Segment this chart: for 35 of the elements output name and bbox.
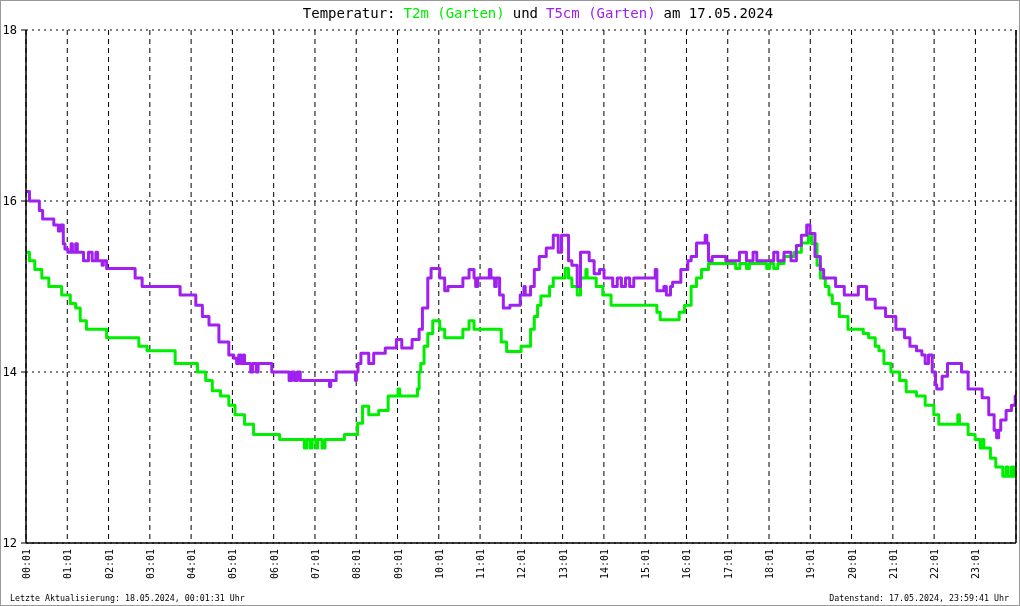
- text: T5cm (Garten): [546, 5, 656, 21]
- text: T2m (Garten): [403, 5, 505, 21]
- x-tick-label: 14:01: [598, 549, 610, 580]
- x-tick-label: 03:01: [144, 549, 156, 580]
- x-tick-label: 19:01: [804, 549, 816, 580]
- x-tick-label: 18:01: [763, 549, 775, 580]
- x-tick-label: 06:01: [268, 549, 280, 580]
- x-tick-label: 15:01: [639, 549, 651, 580]
- x-tick-label: 23:01: [969, 549, 981, 580]
- x-tick-label: 10:01: [433, 549, 445, 580]
- text: Letzte Aktualisierung: 18.05.2024, 00:01:31 Uhr: [10, 593, 245, 603]
- x-tick-label: 21:01: [887, 549, 899, 580]
- x-tick-label: 16:01: [680, 549, 692, 580]
- y-tick-label: 14: [2, 365, 17, 379]
- x-tick-label: 13:01: [557, 549, 569, 580]
- x-tick-label: 07:01: [309, 549, 321, 580]
- x-tick-label: 02:01: [103, 549, 115, 580]
- x-tick-label: 11:01: [474, 549, 486, 580]
- x-tick-label: 01:01: [61, 549, 73, 580]
- y-tick-label: 18: [2, 23, 17, 37]
- y-tick-label: 12: [2, 536, 17, 550]
- y-tick-label: 16: [2, 194, 17, 208]
- chart-subtitle: am 17.05.2024: [663, 5, 774, 21]
- x-tick-label: 09:01: [392, 549, 404, 580]
- x-tick-label: 00:01: [20, 549, 32, 580]
- x-tick-label: 04:01: [185, 549, 197, 580]
- text: Datenstand: 17.05.2024, 23:59:41 Uhr: [829, 593, 1009, 603]
- x-tick-label: 20:01: [846, 549, 858, 580]
- text: und: [512, 5, 538, 21]
- x-tick-label: 12:01: [515, 549, 527, 580]
- chart-title: Temperatur:: [302, 5, 396, 21]
- x-tick-label: 17:01: [722, 549, 734, 580]
- x-tick-label: 05:01: [226, 549, 238, 580]
- x-tick-label: 08:01: [350, 549, 362, 580]
- x-tick-label: 22:01: [928, 549, 940, 580]
